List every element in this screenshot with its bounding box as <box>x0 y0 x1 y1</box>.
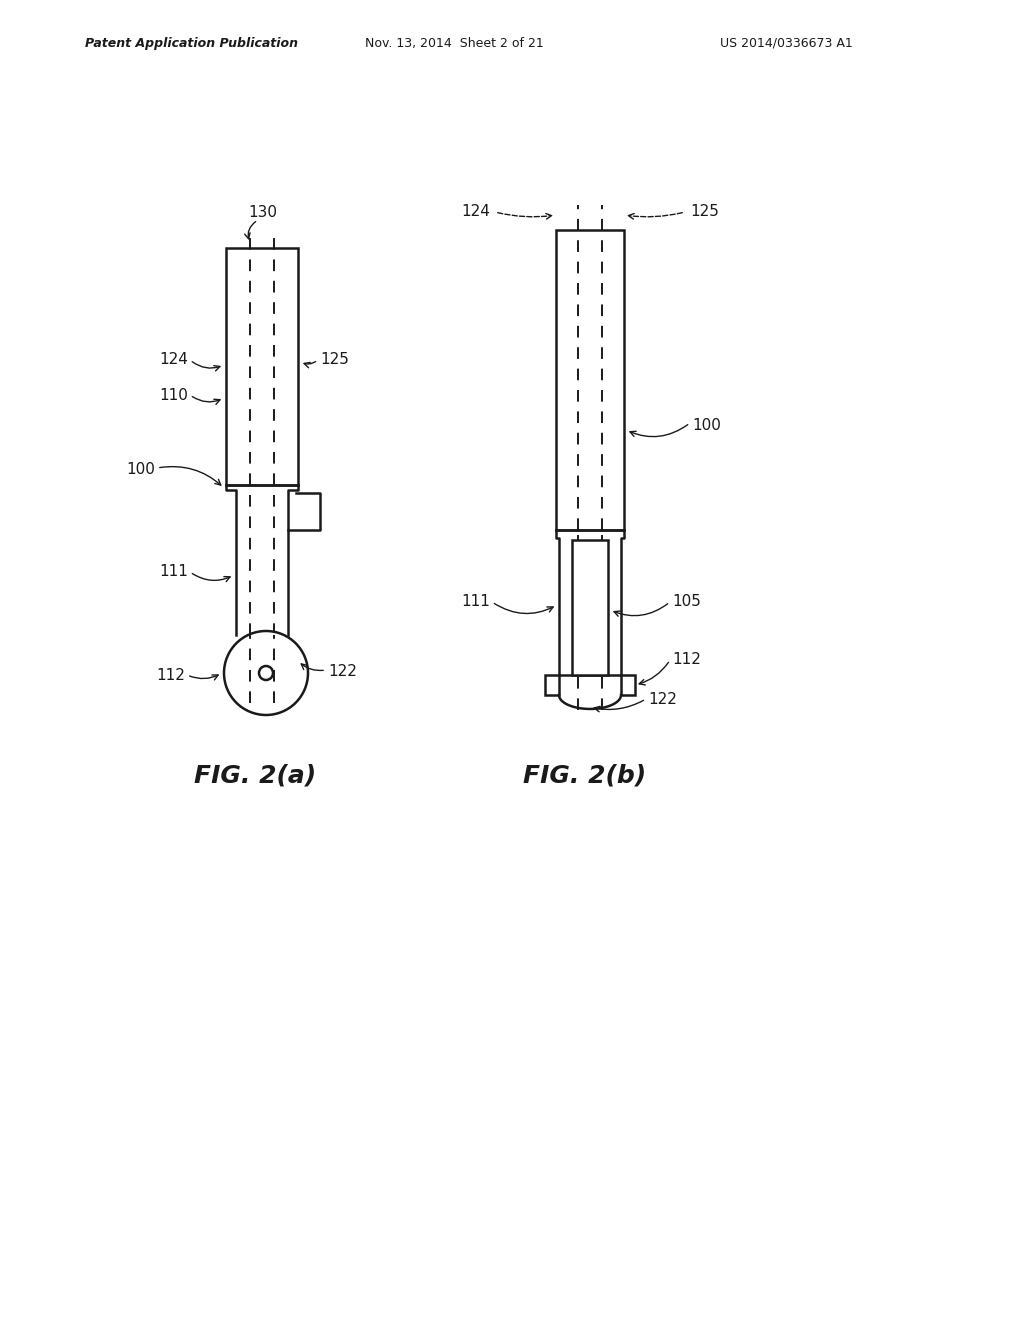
Text: US 2014/0336673 A1: US 2014/0336673 A1 <box>720 37 853 50</box>
Text: FIG. 2(a): FIG. 2(a) <box>194 763 316 787</box>
Text: 110: 110 <box>159 388 188 403</box>
Bar <box>572 540 608 675</box>
Text: 112: 112 <box>672 652 700 668</box>
Text: 100: 100 <box>692 417 721 433</box>
Text: 111: 111 <box>159 565 188 579</box>
Text: 125: 125 <box>690 205 719 219</box>
Bar <box>621 675 635 696</box>
Text: 100: 100 <box>126 462 155 478</box>
Text: 124: 124 <box>461 205 490 219</box>
Text: 122: 122 <box>648 693 677 708</box>
Bar <box>556 230 624 531</box>
Circle shape <box>259 667 273 680</box>
Bar <box>545 675 559 696</box>
Text: 124: 124 <box>159 352 188 367</box>
Text: 125: 125 <box>319 352 349 367</box>
Text: Patent Application Publication: Patent Application Publication <box>85 37 298 50</box>
Text: 105: 105 <box>672 594 700 610</box>
Bar <box>226 248 298 484</box>
Text: 111: 111 <box>461 594 490 610</box>
Circle shape <box>224 631 308 715</box>
Text: 112: 112 <box>156 668 185 682</box>
Text: Nov. 13, 2014  Sheet 2 of 21: Nov. 13, 2014 Sheet 2 of 21 <box>365 37 544 50</box>
Text: FIG. 2(b): FIG. 2(b) <box>523 763 646 787</box>
Text: 130: 130 <box>248 205 278 220</box>
Text: 122: 122 <box>328 664 357 680</box>
